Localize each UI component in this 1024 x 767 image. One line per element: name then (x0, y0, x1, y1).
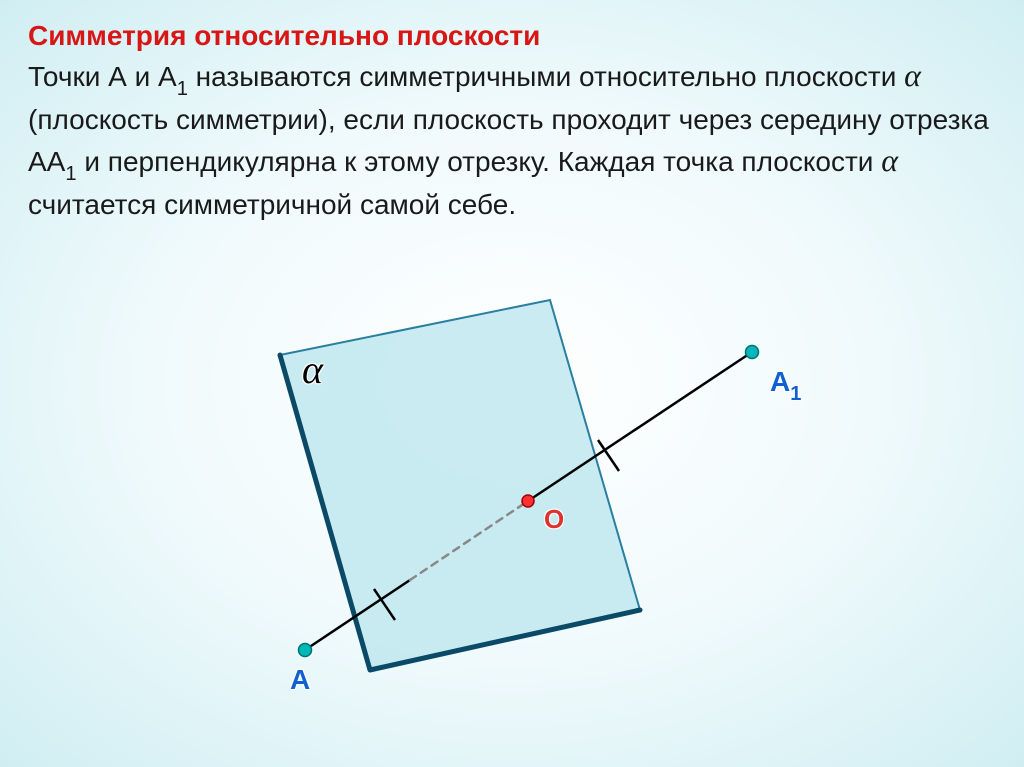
definition-text: Точки А и А1 называются симметричными от… (28, 54, 996, 223)
label-alpha: α (302, 346, 323, 393)
label-A1-letter: А (770, 366, 790, 397)
alpha-symbol: α (904, 57, 921, 93)
tick-mark-2 (598, 440, 619, 471)
point-A (299, 644, 312, 657)
label-A1-sub: 1 (790, 383, 801, 405)
subscript: 1 (177, 78, 188, 100)
alpha-symbol: α (881, 142, 898, 178)
slide-text-block: Симметрия относительно плоскости Точки А… (28, 18, 996, 224)
plane-thick-edge (280, 355, 640, 670)
txt: и перпендикулярна к этому отрезку. Кажда… (77, 146, 882, 177)
segment-A-front (305, 580, 410, 650)
subscript: 1 (65, 163, 76, 185)
tick-mark-1 (374, 589, 395, 620)
segment-hidden (410, 501, 528, 580)
label-A1: А1 (770, 366, 801, 404)
txt: считается симметричной самой себе. (28, 189, 516, 220)
txt: называются симметричными относительно пл… (188, 61, 904, 92)
slide-title: Симметрия относительно плоскости (28, 18, 996, 54)
label-A: А (290, 664, 310, 696)
point-O (522, 495, 534, 507)
txt: Точки А и А (28, 61, 177, 92)
plane-alpha (280, 300, 640, 670)
segment-A1 (528, 352, 752, 501)
label-O: О (544, 504, 564, 535)
point-A1 (746, 346, 759, 359)
